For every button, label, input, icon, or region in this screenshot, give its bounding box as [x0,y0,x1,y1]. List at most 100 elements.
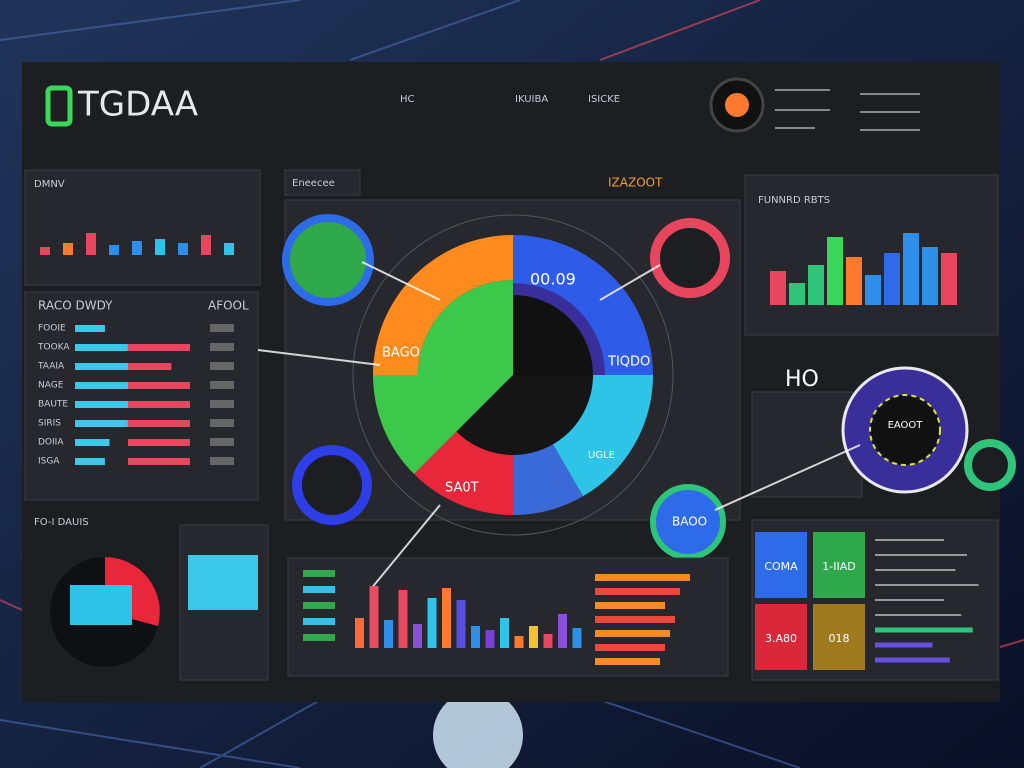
mini-donut [292,445,372,525]
bar [884,253,900,305]
row-icon [210,343,234,351]
panel-title: FO-I DAUIS [34,517,89,528]
bar [514,636,524,648]
donut-sector [513,295,593,375]
bar [75,382,149,389]
bar [398,590,408,648]
donut-sector [373,235,513,375]
mini-donut [650,484,726,560]
donut-sector [418,280,513,375]
bar [178,243,188,255]
bar [86,233,96,255]
right-donut-core [869,394,941,466]
bar [75,363,147,370]
donut-sector [373,375,513,474]
panel-title: AFOOL [208,299,249,313]
tile [755,604,807,670]
tile-label: 1-IIAD [822,560,855,573]
bar [128,439,190,446]
panel [24,169,261,286]
bar [442,588,451,648]
bar [827,237,843,305]
bar [558,614,567,648]
donut-sector [456,375,593,456]
legend-swatch [303,586,335,593]
bar [128,458,190,465]
row-icon [210,324,234,332]
bar [201,235,211,255]
bar [500,618,509,648]
bar [155,239,165,255]
glow [433,690,523,768]
bar [865,275,881,305]
tile-label: 018 [829,632,850,645]
legend-swatch [303,570,335,577]
bar [128,401,190,408]
donut-label: UGLE [588,450,615,461]
bar [128,363,172,370]
legend-swatch [303,618,335,625]
cube [70,585,132,625]
tab-label[interactable]: Eneecee [292,178,335,189]
bar [109,245,119,255]
donut-label: SA0T [445,481,479,496]
bar [595,644,665,651]
row-icon [210,381,234,389]
bar [128,420,190,427]
center-title: IZAZOOT [608,176,663,190]
mini-donut [964,439,1016,491]
bar [75,401,151,408]
bar [128,344,190,351]
row-label: DOIIA [38,438,64,448]
panel-title: RACO DWDY [38,299,113,313]
bar [808,265,824,305]
bar [922,247,938,305]
bar [63,243,73,255]
nav: ISICKE [588,94,620,105]
bar [75,439,110,446]
bar [846,257,862,305]
tab[interactable] [284,169,361,196]
bar [75,325,105,332]
row-label: FOOIE [38,324,66,334]
bar [427,598,437,648]
bar [413,624,422,648]
donut-ring [352,214,674,536]
header-lines [775,89,920,131]
panel-title: FUNNRD RBTS [758,195,830,206]
row-icon [210,457,234,465]
bar [456,600,466,648]
bar [543,634,553,648]
row-icon [210,400,234,408]
bar [903,233,919,305]
tile-label: 3.A80 [765,632,797,645]
row-label: TOOKA [37,343,70,353]
bar [355,618,364,648]
tile [813,604,865,670]
panel-title: DMNV [34,179,65,190]
thumbnail [188,555,258,610]
bar [75,344,128,351]
mini-donut [282,214,374,306]
bar [595,616,675,623]
bar [471,626,480,648]
bar [770,271,786,305]
bar [595,630,670,637]
badge: BAOO [672,515,707,529]
connectors [257,261,861,591]
bar [485,630,495,648]
bar [595,602,665,609]
bar [132,241,142,255]
row-icon [210,362,234,370]
bar [128,382,190,389]
bar [224,243,234,255]
bar [941,253,957,305]
row-icon [210,419,234,427]
logo-icon [45,85,73,127]
bar [384,620,393,648]
donut-label: EAOOT [888,420,924,431]
row-label: TAAIA [37,362,65,372]
nav: HC [400,94,415,105]
donut-label: BAGO [382,346,420,361]
